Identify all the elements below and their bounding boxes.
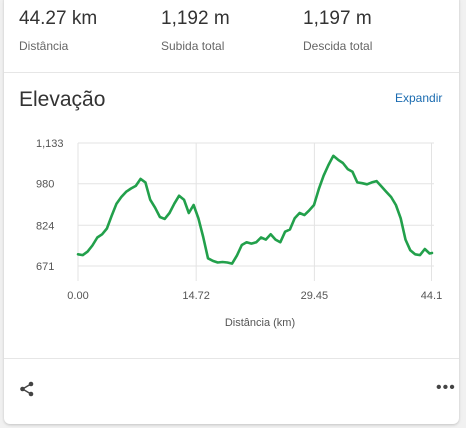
ascent-value: 1,192 m <box>161 8 230 29</box>
y-tick-label: 1,133 <box>36 138 64 150</box>
more-icon[interactable]: ••• <box>436 379 456 396</box>
x-tick-label: 0.00 <box>67 290 88 302</box>
elevation-line <box>76 154 434 265</box>
share-glyph <box>20 381 34 397</box>
x-tick-label: 14.72 <box>182 290 210 302</box>
stats-divider <box>4 72 459 73</box>
stat-total-ascent: 1,192 m Subida total <box>161 8 230 53</box>
expand-link[interactable]: Expandir <box>395 91 443 105</box>
elevation-title: Elevação <box>19 88 106 111</box>
ascent-label: Subida total <box>161 39 225 53</box>
descent-label: Descida total <box>303 39 373 53</box>
x-tick-label: 44.1 <box>421 290 442 302</box>
x-axis-label: Distância (km) <box>225 317 295 329</box>
distance-value: 44.27 km <box>19 8 98 29</box>
stat-total-descent: 1,197 m Descida total <box>303 8 372 53</box>
stat-distance: 44.27 km Distância <box>19 8 97 53</box>
share-icon[interactable] <box>18 380 36 398</box>
y-tick-label: 671 <box>36 261 54 273</box>
activity-card: 44.27 km Distância 1,192 m Subida total … <box>4 0 459 424</box>
descent-value: 1,197 m <box>303 8 372 29</box>
distance-label: Distância <box>19 39 69 53</box>
y-tick-label: 980 <box>36 179 54 191</box>
elevation-chart: 1,133 980 824 671 0.00 14.72 29.45 44.1 Distânci… <box>36 138 442 329</box>
footer-divider <box>4 358 459 359</box>
x-tick-label: 29.45 <box>301 290 329 302</box>
y-tick-label: 824 <box>36 220 54 232</box>
